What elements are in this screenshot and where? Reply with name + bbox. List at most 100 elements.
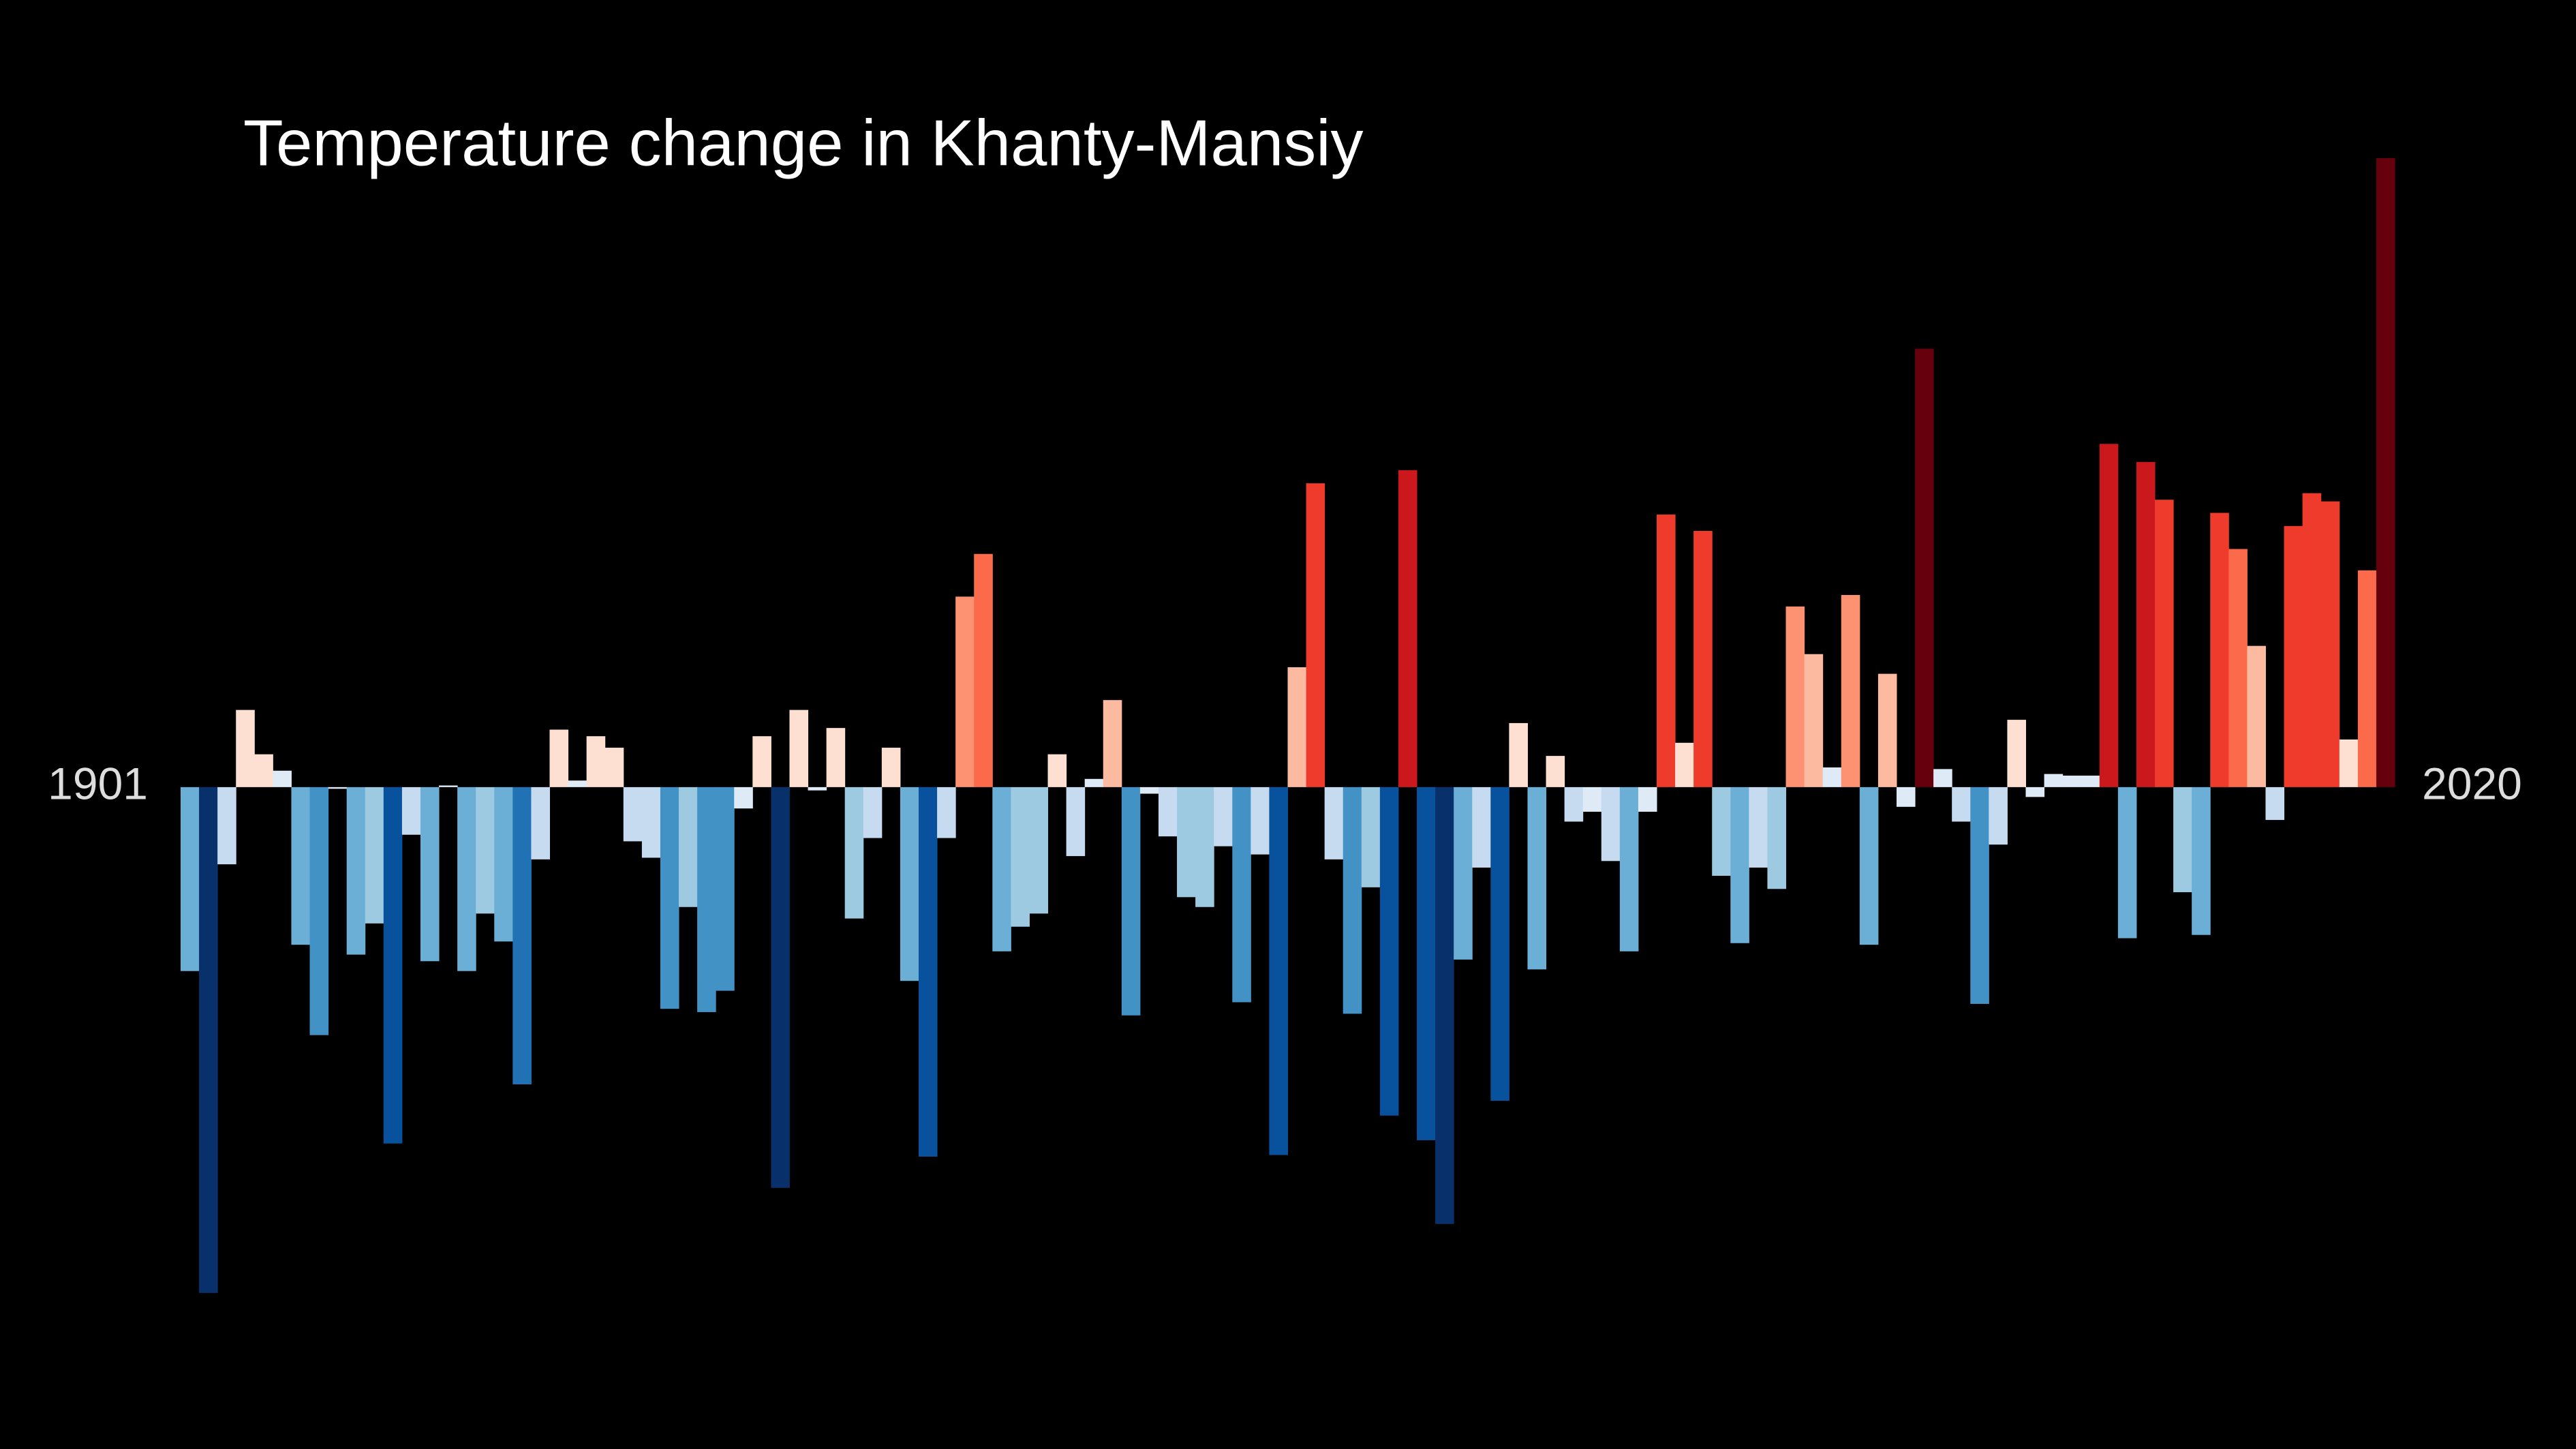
bar xyxy=(199,787,218,1293)
bar xyxy=(457,787,476,971)
bar xyxy=(1877,673,1897,787)
bar xyxy=(1749,787,1768,868)
bar xyxy=(1675,742,1694,787)
bar xyxy=(697,787,716,1012)
bar xyxy=(752,736,771,787)
bar xyxy=(1011,787,1030,927)
bar xyxy=(2155,500,2174,787)
bar xyxy=(1214,787,1233,846)
bar xyxy=(604,748,624,787)
bar xyxy=(1158,787,1178,837)
bar xyxy=(273,770,292,787)
bar xyxy=(254,754,273,787)
bar xyxy=(1638,787,1657,812)
bar xyxy=(1619,787,1639,951)
bar xyxy=(863,787,883,838)
bar xyxy=(217,787,236,865)
bar xyxy=(1417,787,1436,1140)
bar xyxy=(309,787,329,1035)
bar xyxy=(1343,787,1362,1014)
bar xyxy=(401,787,421,835)
bar xyxy=(420,787,440,962)
bar xyxy=(1121,787,1141,1016)
bar xyxy=(623,787,643,842)
bar xyxy=(365,787,384,924)
bar xyxy=(2192,787,2211,935)
bar xyxy=(1546,756,1565,787)
bar xyxy=(1379,787,1399,1116)
bar xyxy=(1804,654,1824,787)
bar xyxy=(2320,501,2340,787)
bar xyxy=(1970,787,1989,1004)
bar xyxy=(1232,787,1251,1003)
bar xyxy=(2302,493,2322,787)
bar xyxy=(568,780,587,787)
bar xyxy=(2081,776,2100,787)
bar xyxy=(2357,570,2377,787)
bar xyxy=(2210,513,2229,787)
bar xyxy=(439,785,458,787)
bar xyxy=(512,787,532,1084)
bar xyxy=(586,736,606,787)
bar xyxy=(2044,774,2064,787)
bar xyxy=(679,787,698,907)
bar xyxy=(1195,787,1214,907)
bar xyxy=(2099,444,2119,787)
bar xyxy=(1712,787,1731,876)
bar xyxy=(2062,776,2082,787)
bar xyxy=(1490,787,1509,1101)
bar xyxy=(383,787,403,1144)
bar xyxy=(1139,787,1159,794)
bar xyxy=(1915,348,1934,787)
bar xyxy=(789,710,809,787)
bar xyxy=(1785,606,1805,787)
bar xyxy=(2136,461,2156,787)
bar xyxy=(346,787,366,955)
bar xyxy=(2265,787,2285,821)
bar xyxy=(660,787,679,1009)
bar xyxy=(1509,722,1528,787)
bar xyxy=(844,787,864,919)
bar xyxy=(641,787,661,858)
x-tick-label: 2020 xyxy=(2422,758,2522,808)
bar xyxy=(1454,787,1473,960)
bar xyxy=(1472,787,1491,868)
bar xyxy=(2173,787,2192,893)
bar xyxy=(808,787,827,791)
bar xyxy=(181,787,200,971)
bar xyxy=(1767,787,1787,889)
bar xyxy=(1730,787,1749,943)
bar xyxy=(900,787,919,981)
bar xyxy=(1527,787,1547,970)
bar xyxy=(826,728,846,787)
bar xyxy=(1287,667,1307,787)
bar xyxy=(1306,483,1325,787)
bar xyxy=(1029,787,1049,914)
bar xyxy=(1859,787,1879,945)
bar xyxy=(1657,514,1676,787)
bar xyxy=(2117,787,2137,939)
x-tick-label: 1901 xyxy=(48,758,148,808)
bar xyxy=(1841,594,1860,787)
bar xyxy=(974,553,993,787)
bar xyxy=(734,787,753,809)
bar xyxy=(1084,778,1104,787)
bar xyxy=(1047,754,1067,787)
bar xyxy=(1601,787,1621,861)
bar xyxy=(771,787,790,1188)
bar xyxy=(2007,720,2026,787)
bar xyxy=(1582,787,1602,812)
bar xyxy=(2025,787,2045,797)
bar xyxy=(236,710,255,787)
bar xyxy=(549,729,569,787)
bar xyxy=(1324,787,1344,859)
bar xyxy=(1066,787,1086,857)
bar xyxy=(291,787,311,945)
bar xyxy=(1103,700,1122,787)
bar xyxy=(919,787,938,1157)
bar xyxy=(476,787,495,914)
bar xyxy=(1398,470,1417,787)
bar xyxy=(1822,767,1842,787)
